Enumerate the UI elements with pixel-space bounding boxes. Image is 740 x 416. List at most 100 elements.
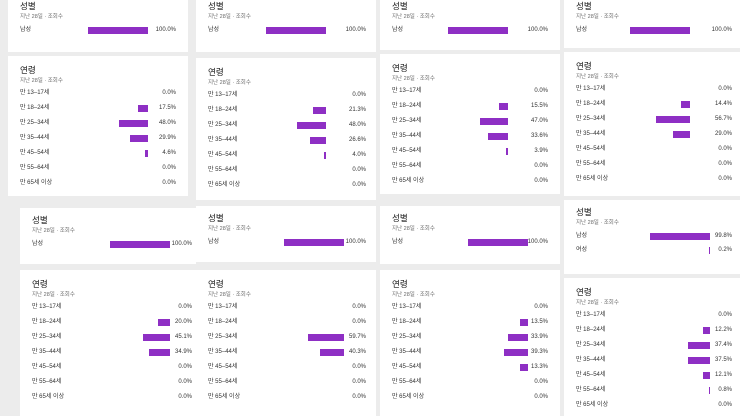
row-label: 남성	[20, 27, 32, 33]
row-label: 만 25–34세	[392, 118, 422, 124]
row-label: 만 25–34세	[32, 334, 62, 340]
row-label: 만 65세 이상	[576, 176, 609, 182]
row-percent: 34.9%	[174, 349, 192, 355]
row-label: 만 65세 이상	[208, 394, 241, 400]
metric-row: 만 18–24세 0.0%	[196, 317, 376, 327]
row-percent: 100.0%	[711, 27, 732, 33]
row-label: 만 45–54세	[20, 150, 50, 156]
row-percent: 100.0%	[155, 27, 176, 33]
row-label: 만 65세 이상	[32, 394, 65, 400]
metric-row: 남성 100.0%	[380, 237, 560, 247]
row-percent: 21.3%	[348, 107, 366, 113]
percent-bar	[681, 100, 690, 108]
metric-row: 만 65세 이상 0.0%	[20, 392, 196, 402]
age-card: 연령 지난 28일 · 조회수 만 13–17세 0.0% 만 18–24세 13.5% 만…	[380, 270, 560, 416]
card-title: 성별	[576, 207, 592, 217]
row-percent: 0.0%	[718, 312, 732, 318]
row-percent: 15.5%	[530, 103, 548, 109]
row-label: 남성	[576, 27, 588, 33]
card-title: 성별	[392, 1, 408, 11]
percent-bar	[630, 26, 690, 34]
row-percent: 37.5%	[714, 357, 732, 363]
row-label: 만 18–24세	[576, 101, 606, 107]
metric-row: 만 25–34세 33.9%	[380, 332, 560, 342]
metric-row: 만 13–17세 0.0%	[196, 302, 376, 312]
metric-row: 만 35–44세 29.0%	[564, 129, 740, 139]
metric-row: 만 45–54세 0.0%	[20, 362, 196, 372]
row-label: 만 55–64세	[392, 163, 422, 169]
metric-row: 만 55–64세 0.0%	[380, 161, 560, 171]
row-percent: 0.2%	[718, 247, 732, 253]
metric-row: 만 13–17세 0.0%	[380, 86, 560, 96]
gender-card: 성별 지난 28일 · 조회수 남성 100.0%	[20, 208, 196, 264]
metric-row: 만 25–34세 48.0%	[8, 118, 188, 128]
metric-row: 만 35–44세 29.9%	[8, 133, 188, 143]
row-label: 남성	[32, 241, 44, 247]
row-percent: 12.2%	[714, 327, 732, 333]
row-percent: 0.0%	[162, 180, 176, 186]
age-card: 연령 지난 28일 · 조회수 만 13–17세 0.0% 만 18–24세 20.0% 만…	[20, 270, 196, 416]
metric-row: 남성 100.0%	[196, 237, 376, 247]
row-percent: 4.6%	[162, 150, 176, 156]
card-title: 연령	[208, 279, 224, 289]
metric-row: 만 18–24세 21.3%	[196, 105, 376, 115]
row-label: 만 35–44세	[208, 349, 238, 355]
card-title: 연령	[576, 61, 592, 71]
percent-bar	[310, 136, 326, 144]
row-label: 만 65세 이상	[208, 182, 241, 188]
row-label: 만 55–64세	[392, 379, 422, 385]
metric-row: 남성 100.0%	[20, 239, 196, 249]
row-label: 만 65세 이상	[392, 394, 425, 400]
percent-bar	[284, 238, 344, 246]
metric-row: 만 55–64세 0.0%	[196, 165, 376, 175]
metric-row: 만 25–34세 59.7%	[196, 332, 376, 342]
percent-bar	[519, 318, 528, 326]
row-label: 남성	[208, 239, 220, 245]
row-label: 만 45–54세	[576, 372, 606, 378]
card-subtitle: 지난 28일 · 조회수	[20, 78, 63, 84]
metric-row: 만 45–54세 0.0%	[196, 362, 376, 372]
card-title: 성별	[208, 1, 224, 11]
card-subtitle: 지난 28일 · 조회수	[32, 228, 75, 234]
card-title: 연령	[20, 65, 36, 75]
percent-bar	[130, 134, 148, 142]
row-label: 만 55–64세	[32, 379, 62, 385]
row-label: 만 45–54세	[208, 364, 238, 370]
card-title: 연령	[392, 279, 408, 289]
percent-bar	[468, 238, 528, 246]
card-subtitle: 지난 28일 · 조회수	[392, 226, 435, 232]
row-percent: 100.0%	[345, 27, 366, 33]
gender-card: 성별 지난 28일 · 조회수 남성 100.0%	[8, 0, 188, 52]
row-percent: 4.0%	[352, 152, 366, 158]
row-percent: 3.9%	[534, 148, 548, 154]
row-percent: 47.0%	[530, 118, 548, 124]
percent-bar	[505, 147, 508, 155]
row-label: 만 65세 이상	[20, 180, 53, 186]
row-label: 만 25–34세	[20, 120, 50, 126]
row-label: 만 13–17세	[392, 88, 422, 94]
metric-row: 만 25–34세 37.4%	[564, 340, 740, 350]
card-subtitle: 지난 28일 · 조회수	[576, 14, 619, 20]
row-percent: 0.0%	[534, 163, 548, 169]
card-title: 연령	[392, 63, 408, 73]
row-percent: 33.9%	[530, 334, 548, 340]
row-percent: 0.0%	[352, 394, 366, 400]
row-percent: 40.3%	[348, 349, 366, 355]
card-subtitle: 지난 28일 · 조회수	[392, 14, 435, 20]
row-percent: 0.0%	[162, 90, 176, 96]
row-percent: 0.0%	[534, 379, 548, 385]
gender-card: 성별 지난 28일 · 조회수 남성 100.0%	[380, 0, 560, 50]
row-label: 만 18–24세	[576, 327, 606, 333]
metric-row: 만 13–17세 0.0%	[380, 302, 560, 312]
row-percent: 56.7%	[714, 116, 732, 122]
card-title: 성별	[20, 1, 36, 11]
gender-card: 성별 지난 28일 · 조회수 남성 100.0%	[196, 206, 376, 262]
row-label: 만 13–17세	[208, 304, 238, 310]
percent-bar	[448, 26, 508, 34]
row-label: 만 35–44세	[20, 135, 50, 141]
row-label: 만 45–54세	[32, 364, 62, 370]
row-percent: 0.0%	[178, 364, 192, 370]
percent-bar	[119, 119, 148, 127]
gender-card: 성별 지난 28일 · 조회수 남성 99.8% 여성 0.2%	[564, 200, 740, 274]
percent-bar	[520, 363, 528, 371]
